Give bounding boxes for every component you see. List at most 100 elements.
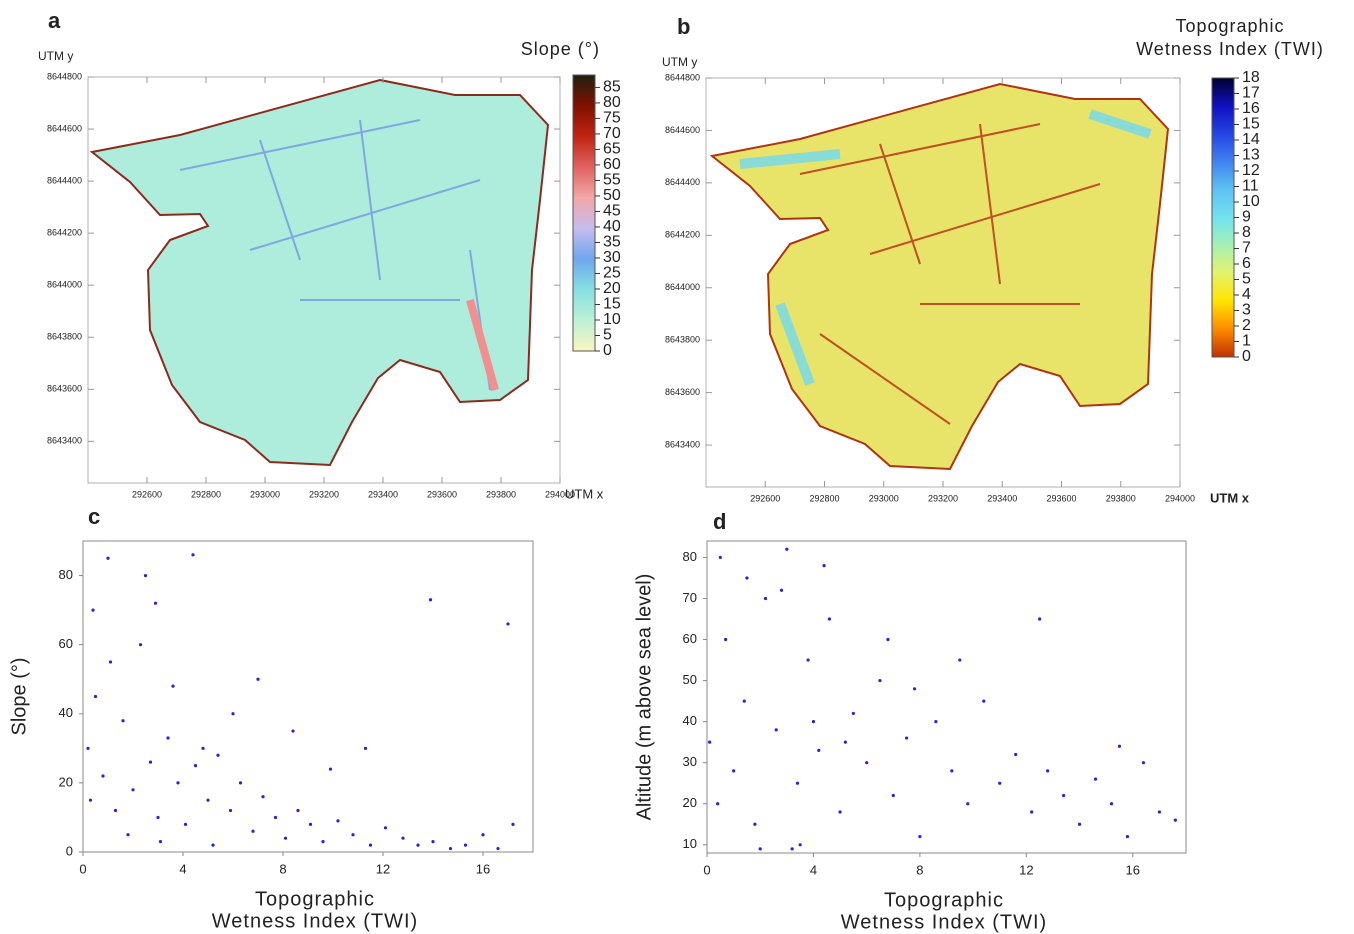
y-tick-label: 20 <box>59 774 73 789</box>
plot-frame <box>706 540 1187 854</box>
colorbar-tick-label: 10 <box>603 311 621 328</box>
point <box>827 617 832 621</box>
point <box>865 761 869 765</box>
point <box>1141 761 1146 765</box>
y-tick-label: 40 <box>59 705 73 720</box>
point <box>758 847 762 851</box>
colorbar-tick-label: 75 <box>603 110 621 127</box>
point <box>718 555 722 560</box>
point <box>171 684 175 688</box>
colorbar-tick-label: 6 <box>1242 255 1251 272</box>
point <box>401 836 405 840</box>
point <box>753 822 757 826</box>
point <box>785 547 789 551</box>
plot-frame <box>82 540 534 853</box>
y-tick-label: 8644800 <box>47 71 82 81</box>
x-tick-label: 292800 <box>191 489 221 499</box>
point <box>1038 617 1042 621</box>
colorbar-tick-label: 60 <box>603 156 621 173</box>
colorbar-tick-label: 12 <box>1242 162 1260 179</box>
y-tick-label: 8644400 <box>665 177 700 187</box>
x-tick-label: 293400 <box>368 489 398 499</box>
site-outline-a <box>89 78 550 467</box>
point <box>763 596 768 601</box>
point <box>745 576 749 580</box>
x-tick-label: 293200 <box>928 493 958 503</box>
point <box>822 564 826 568</box>
point <box>716 802 720 806</box>
y-tick-label: 8644800 <box>665 72 700 82</box>
colorbar-title: Topographic <box>1175 16 1284 36</box>
colorbar-tick-label: 2 <box>1242 317 1251 334</box>
point <box>732 769 736 773</box>
point <box>1061 793 1066 798</box>
y-tick-label: 8643400 <box>665 439 700 449</box>
point <box>183 822 188 826</box>
x-tick-label: 294000 <box>545 489 575 499</box>
colorbar-tick-label: 20 <box>603 280 621 297</box>
y-tick-label: 80 <box>683 549 697 564</box>
point <box>91 608 95 612</box>
x-tick-label: 292600 <box>750 493 780 503</box>
point <box>296 808 300 813</box>
y-tick-label: 8644200 <box>665 230 700 240</box>
point <box>958 658 962 662</box>
point <box>934 720 938 724</box>
point <box>774 728 778 732</box>
point <box>283 836 288 840</box>
point <box>817 748 821 752</box>
x-tick-label: 0 <box>703 862 710 877</box>
point <box>1046 769 1050 773</box>
y-tick-label: 8643600 <box>47 384 82 394</box>
point <box>351 833 355 837</box>
point <box>779 588 784 592</box>
point <box>93 694 98 699</box>
x-tick-label: 12 <box>1019 862 1033 877</box>
point <box>448 846 453 851</box>
point <box>108 660 113 664</box>
point <box>790 847 794 851</box>
y-axis-label: Altitude (m above sea level) <box>633 574 655 821</box>
point <box>101 774 105 778</box>
point <box>261 795 265 799</box>
point <box>308 822 313 826</box>
point <box>193 764 198 768</box>
point <box>336 819 340 823</box>
x-tick-label: 293800 <box>486 489 516 499</box>
x-axis-label: UTM x <box>1210 490 1250 505</box>
y-tick-label: 60 <box>683 631 697 646</box>
point <box>251 829 255 833</box>
y-tick-label: 0 <box>66 843 73 858</box>
point <box>148 760 153 764</box>
y-axis-label: UTM y <box>38 49 73 63</box>
colorbar-tick-label: 70 <box>603 125 621 142</box>
x-tick-label: 4 <box>810 862 817 877</box>
point <box>113 808 118 813</box>
x-tick-label: 294000 <box>1165 493 1195 503</box>
point <box>138 643 143 647</box>
point <box>511 822 515 826</box>
point <box>156 815 160 820</box>
point <box>153 601 158 605</box>
colorbar-tick-label: 17 <box>1242 85 1260 102</box>
panel-label: b <box>677 14 690 39</box>
point <box>1014 752 1018 757</box>
point <box>126 833 130 837</box>
y-tick-label: 8644000 <box>665 282 700 292</box>
y-tick-label: 8644600 <box>47 123 82 133</box>
colorbar-tick-label: 55 <box>603 172 621 189</box>
point <box>1109 802 1114 806</box>
x-tick-label: 16 <box>476 861 490 876</box>
colorbar-tick-label: 16 <box>1242 100 1260 117</box>
panel-label: c <box>88 504 100 529</box>
x-tick-label: 293000 <box>250 489 280 499</box>
y-tick-label: 80 <box>59 567 73 582</box>
colorbar-tick-label: 10 <box>1242 193 1260 210</box>
point <box>998 781 1002 785</box>
point <box>982 699 986 703</box>
panel-label: d <box>713 509 726 534</box>
colorbar <box>1211 77 1235 358</box>
x-axis-label: Topographic <box>884 889 1004 911</box>
x-axis-label: Topographic <box>255 888 375 910</box>
point <box>795 781 800 785</box>
